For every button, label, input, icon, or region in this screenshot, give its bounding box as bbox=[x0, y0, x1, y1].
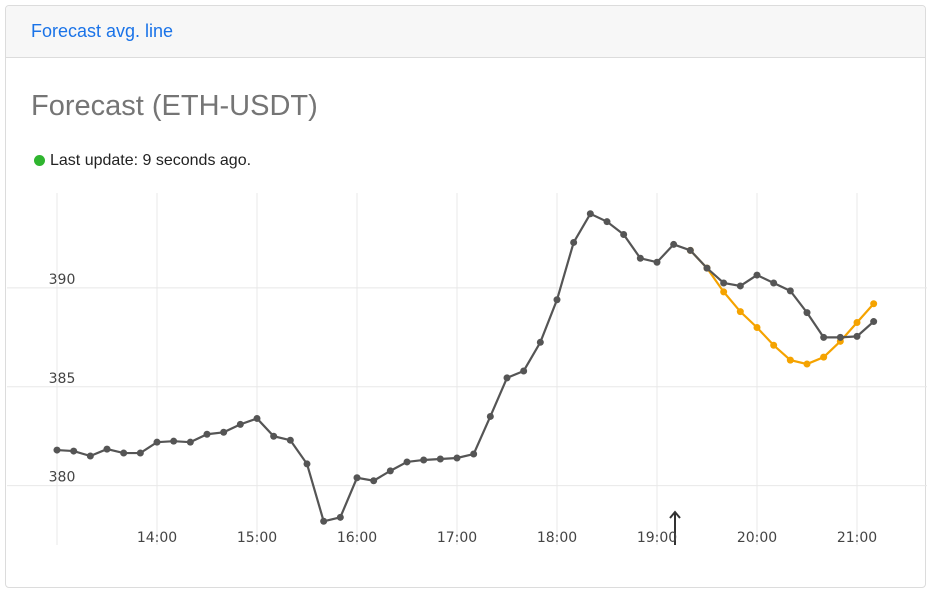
data-point bbox=[720, 288, 728, 296]
data-point bbox=[370, 477, 378, 485]
data-point bbox=[386, 467, 394, 475]
data-point bbox=[436, 455, 444, 463]
series-line bbox=[56, 212, 875, 523]
data-point bbox=[570, 238, 578, 246]
data-point bbox=[620, 231, 628, 239]
data-point bbox=[870, 300, 878, 308]
data-point bbox=[736, 282, 744, 290]
data-point bbox=[336, 513, 344, 521]
data-point bbox=[203, 430, 211, 438]
data-point bbox=[786, 356, 794, 364]
data-point bbox=[486, 412, 494, 420]
x-tick-label: 16:00 bbox=[337, 530, 377, 545]
chart: 380 385 390 14:00 15:00 16:00 17:00 18:00 19:00 2… bbox=[7, 193, 927, 545]
heading: Forecast (ETH-USDT) bbox=[31, 90, 318, 122]
data-point bbox=[853, 319, 861, 327]
x-tick-label: 20:00 bbox=[737, 530, 777, 545]
data-point bbox=[636, 254, 644, 262]
data-point bbox=[670, 240, 678, 248]
data-point bbox=[703, 264, 711, 272]
data-point bbox=[803, 360, 811, 368]
data-point bbox=[86, 452, 94, 460]
data-point bbox=[553, 296, 561, 304]
data-point bbox=[786, 287, 794, 295]
data-point bbox=[303, 460, 311, 468]
data-point bbox=[470, 450, 478, 458]
y-tick-label: 380 bbox=[49, 470, 76, 486]
card-header: Forecast avg. line bbox=[6, 6, 925, 58]
status-text: Last update: 9 seconds ago. bbox=[50, 152, 252, 169]
header-link[interactable]: Forecast avg. line bbox=[31, 21, 174, 41]
data-point bbox=[720, 279, 728, 287]
data-point bbox=[770, 341, 778, 349]
data-point bbox=[403, 458, 411, 466]
data-point bbox=[586, 210, 594, 218]
data-point bbox=[536, 338, 544, 346]
data-point bbox=[186, 438, 194, 446]
data-point bbox=[236, 420, 244, 428]
data-point bbox=[253, 414, 261, 422]
data-point bbox=[153, 438, 161, 446]
data-point bbox=[453, 454, 461, 462]
data-point bbox=[503, 374, 511, 382]
status: Last update: 9 seconds ago. bbox=[34, 152, 251, 170]
x-tick-label: 17:00 bbox=[437, 530, 477, 545]
data-point bbox=[603, 218, 611, 226]
x-tick-label: 19:00 bbox=[637, 530, 677, 545]
data-point bbox=[120, 449, 128, 457]
y-tick-label: 385 bbox=[49, 371, 76, 387]
card: Forecast avg. line Forecast (ETH-USDT) L… bbox=[5, 5, 926, 588]
x-tick-label: 14:00 bbox=[137, 530, 177, 545]
data-point bbox=[836, 333, 844, 341]
data-point bbox=[353, 474, 361, 482]
series-line bbox=[689, 249, 875, 366]
data-point bbox=[270, 432, 278, 440]
data-point bbox=[820, 333, 828, 341]
x-tick-label: 15:00 bbox=[237, 530, 277, 545]
data-point bbox=[520, 367, 528, 375]
data-point bbox=[420, 456, 428, 464]
data-point bbox=[53, 446, 61, 454]
x-tick-label: 18:00 bbox=[537, 530, 577, 545]
data-point bbox=[820, 353, 828, 361]
data-point bbox=[286, 436, 294, 444]
data-point bbox=[753, 271, 761, 279]
data-point bbox=[870, 318, 878, 326]
data-point bbox=[103, 445, 111, 453]
data-point bbox=[753, 323, 761, 331]
data-point bbox=[320, 517, 328, 525]
data-point bbox=[770, 279, 778, 287]
data-point bbox=[70, 447, 78, 455]
x-tick-label: 21:00 bbox=[837, 530, 877, 545]
data-point bbox=[170, 437, 178, 445]
status-dot bbox=[34, 155, 45, 166]
now-arrow bbox=[669, 510, 681, 545]
data-point bbox=[803, 309, 811, 317]
data-point bbox=[220, 428, 228, 436]
data-point bbox=[686, 246, 694, 254]
data-point bbox=[653, 258, 661, 266]
data-point bbox=[136, 449, 144, 457]
data-point bbox=[853, 332, 861, 340]
data-point bbox=[736, 308, 744, 316]
y-tick-label: 390 bbox=[49, 272, 76, 288]
